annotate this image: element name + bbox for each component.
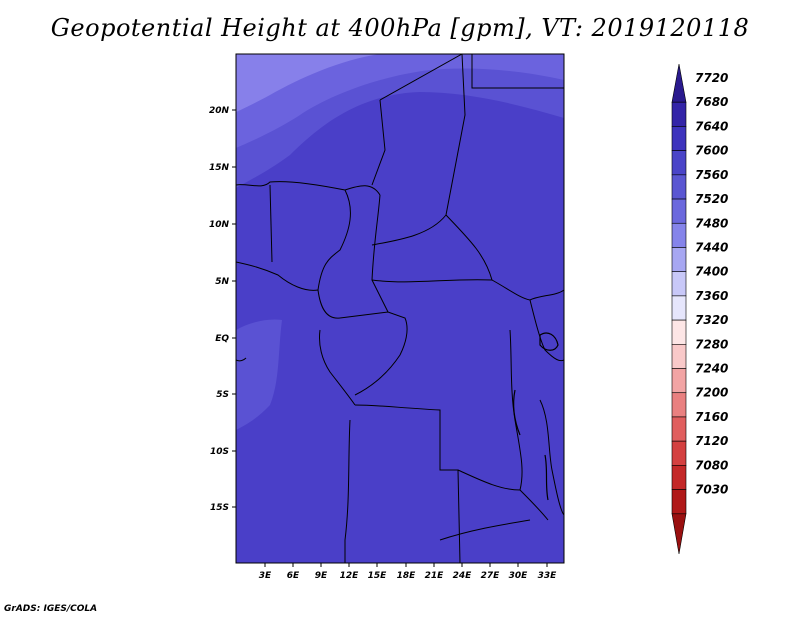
colorbar-segment (671, 222, 687, 248)
colorbar-label: 7480 (695, 216, 728, 230)
colorbar-label: 7640 (695, 119, 728, 133)
lon-tick-label: 9E (315, 571, 328, 581)
map-title: Geopotential Height at 400hPa [gpm], VT:… (50, 14, 750, 42)
lat-tick-label: 20N (209, 106, 230, 116)
colorbar-segment (671, 368, 687, 394)
colorbar-segment (671, 126, 687, 151)
colorbar-segment (671, 319, 687, 345)
lon-tick-label: 33E (538, 571, 558, 581)
lat-tick-label: 15N (209, 163, 230, 173)
colorbar-label: 7600 (695, 144, 728, 158)
colorbar-label: 7200 (695, 386, 728, 400)
map-panel (236, 54, 564, 563)
contour-band-7480 (236, 54, 380, 112)
map-frame (235, 53, 565, 564)
lon-tick-label: 15E (368, 571, 388, 581)
colorbar-segment (671, 392, 687, 418)
colorbar-label: 7030 (695, 483, 728, 497)
colorbar-segment (671, 198, 687, 224)
grads-credit: GrADS: IGES/COLA (4, 604, 98, 614)
lon-tick-label: 3E (259, 571, 272, 581)
colorbar-label: 7320 (695, 313, 728, 327)
niger-chad-border (371, 99, 386, 186)
lon-axis: 3E 6E 9E 12E 15E 18E 21E 24E 27E 30E 33E (259, 563, 557, 581)
colorbar-label: 7240 (695, 362, 728, 376)
lon-tick-label: 27E (481, 571, 501, 581)
angola-drc-border (354, 404, 461, 563)
colorbar-label: 7160 (695, 410, 728, 424)
colorbar-segment (671, 416, 687, 442)
colorbar-segment (671, 271, 687, 297)
colorbar-label: 7680 (695, 95, 728, 109)
colorbar-segment (671, 344, 687, 369)
contour-band-west (236, 319, 282, 430)
lon-tick-label: 30E (509, 571, 529, 581)
lat-tick-label: 5N (215, 277, 229, 287)
congo-border (339, 311, 408, 396)
lake-victoria (539, 332, 559, 351)
colorbar-label: 7080 (695, 458, 728, 472)
angola-coast (344, 419, 351, 563)
colorbar-segment (671, 101, 687, 127)
car-north-border (371, 214, 447, 246)
colorbar-segment (671, 489, 687, 515)
colorbar-label: 7120 (695, 434, 728, 448)
lon-tick-label: 6E (287, 571, 300, 581)
lat-tick-label: 10S (210, 447, 229, 457)
colorbar-label: 7280 (695, 337, 728, 351)
colorbar-arrow-bottom (671, 513, 687, 555)
nigeria-east-border (317, 189, 351, 291)
colorbar-segment (671, 247, 687, 272)
west-africa-coast (236, 261, 341, 319)
lakes (513, 332, 559, 501)
south-sudan-border (529, 289, 564, 301)
colorbar-label: 7720 (695, 71, 728, 85)
colorbar-arrow-top (671, 63, 687, 103)
sahel-border (236, 181, 381, 196)
uganda-border (529, 299, 564, 362)
lon-tick-label: 24E (453, 571, 473, 581)
boundaries (236, 54, 564, 563)
colorbar-label: 7440 (695, 240, 728, 254)
colorbar-label: 7560 (695, 168, 728, 182)
zambia-south-border (439, 519, 531, 541)
lat-tick-label: EQ (215, 334, 229, 344)
lake-malawi (544, 454, 549, 501)
colorbar-segment (671, 150, 687, 176)
colorbar-segment (671, 440, 687, 466)
cameroon-border (371, 194, 389, 313)
colorbar-segment (671, 174, 687, 200)
lat-tick-label: 5S (216, 390, 229, 400)
colorbar-segment (671, 465, 687, 490)
colorbar-label: 7520 (695, 192, 728, 206)
libya-border (379, 54, 463, 101)
colorbar-label: 7360 (695, 289, 728, 303)
tanzania-border (539, 399, 564, 516)
lon-tick-label: 21E (425, 571, 445, 581)
lat-tick-label: 10N (209, 220, 230, 230)
west-coast-fragment (236, 357, 247, 362)
zambia-border (457, 469, 549, 521)
contour-band-7520 (236, 54, 564, 148)
lat-axis: 20N 15N 10N 5N EQ 5S 10S 15S (209, 106, 236, 513)
lake-tanganyika (513, 389, 521, 436)
colorbar-segment (671, 295, 687, 321)
egypt-sudan-border (471, 54, 564, 89)
lat-tick-label: 15S (210, 503, 229, 513)
gabon-coast (319, 329, 356, 406)
colorbar-label: 7400 (695, 265, 728, 279)
lon-tick-label: 18E (397, 571, 417, 581)
colorbar: 7720 7680 7640 7600 7560 7520 7480 7440 7400 7360… (671, 63, 728, 555)
car-south-border (371, 279, 531, 301)
lon-tick-label: 12E (340, 571, 360, 581)
nigeria-west-border (269, 184, 273, 263)
